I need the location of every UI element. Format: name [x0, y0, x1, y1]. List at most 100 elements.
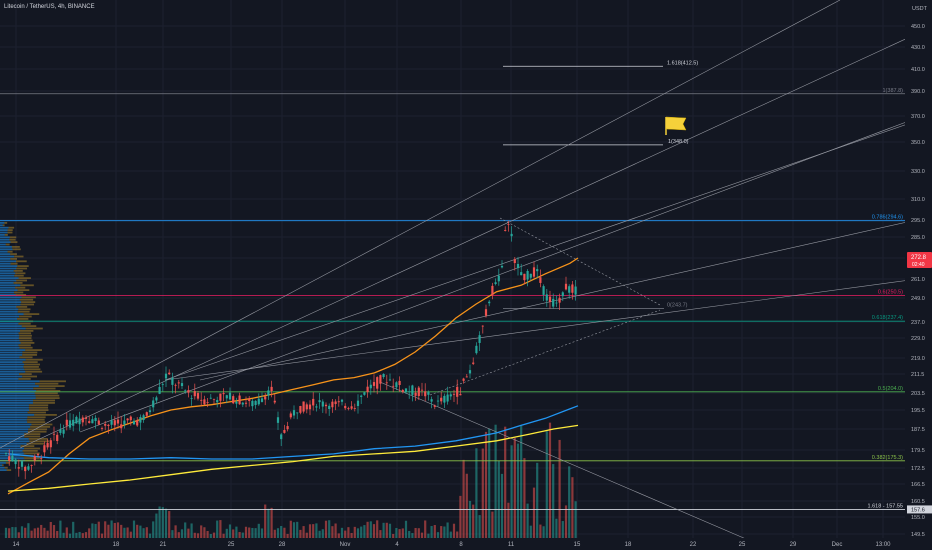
- moving-average-line: [7, 257, 579, 495]
- volume-bar: [488, 428, 491, 538]
- profile-bar: [0, 356, 20, 359]
- profile-bar: [0, 313, 24, 315]
- profile-bar: [0, 243, 6, 246]
- candle-body: [392, 385, 395, 387]
- profile-bar: [9, 238, 16, 241]
- profile-bar: [4, 466, 8, 469]
- candle-body: [196, 393, 200, 399]
- volume-bar: [273, 529, 276, 538]
- volume-bar: [30, 530, 33, 538]
- profile-bar: [32, 402, 55, 404]
- candle-body: [340, 399, 344, 402]
- profile-bar: [0, 265, 18, 267]
- profile-bar: [0, 332, 19, 335]
- profile-bar: [20, 303, 35, 306]
- candle-body: [216, 400, 219, 403]
- profile-bar: [0, 394, 36, 397]
- flag-icon[interactable]: [665, 116, 687, 135]
- profile-bar: [0, 426, 31, 428]
- volume-bar: [539, 524, 542, 538]
- price-axis[interactable]: USDT 450.0 430.0 410.0 390.0 370.0 350.0 330.0 3…: [905, 0, 932, 550]
- profile-bar: [13, 291, 24, 294]
- volume-bar: [363, 525, 366, 538]
- volume-bar: [142, 528, 145, 538]
- candle-body: [273, 400, 276, 403]
- profile-bar: [33, 387, 56, 390]
- profile-bar: [6, 469, 12, 471]
- candle-body: [219, 393, 222, 401]
- profile-bar: [24, 447, 41, 450]
- volume-bar: [129, 531, 132, 538]
- profile-bar: [0, 402, 33, 404]
- profile-bar: [20, 330, 34, 332]
- time-tick-label: 29: [790, 542, 797, 548]
- candle-body: [200, 399, 203, 401]
- candle-body: [427, 392, 430, 395]
- candle-body: [337, 401, 340, 403]
- candle-body: [203, 399, 206, 405]
- volume-bar: [110, 520, 113, 538]
- candle-body: [344, 405, 347, 409]
- profile-bar: [2, 464, 4, 467]
- volume-bar: [481, 448, 484, 538]
- price-tick-label: 219.0: [911, 356, 925, 362]
- volume-bar: [164, 508, 168, 538]
- profile-bar: [0, 452, 24, 455]
- time-tick-label: 18: [625, 542, 632, 548]
- time-tick-label: 21: [160, 542, 167, 548]
- candle-body: [571, 284, 574, 293]
- profile-bar: [0, 339, 20, 342]
- candle-body: [504, 230, 507, 231]
- volume-bar: [52, 525, 56, 538]
- candle-body: [296, 412, 299, 414]
- profile-bar: [0, 334, 20, 337]
- time-axis[interactable]: 14 18 21 25 28 Nov 4 8 11 15 18 22 25 29 Dec 13:00: [0, 538, 932, 550]
- candle-body: [360, 395, 363, 397]
- candle-body: [353, 408, 356, 409]
- profile-bar: [17, 265, 29, 267]
- candle-body: [366, 386, 369, 393]
- profile-bar: [16, 279, 28, 282]
- profile-bar: [19, 339, 33, 342]
- candle-body: [500, 265, 504, 268]
- profile-bar: [13, 270, 23, 272]
- volume-bar: [449, 531, 452, 538]
- moving-average-line: [7, 424, 579, 492]
- fib-level-label: 0.5(204.0): [878, 386, 903, 392]
- volume-bar: [356, 528, 360, 538]
- level-labels: 1.618(412.5) 1(387.8) 1(348.0) 0.786(294.6)…: [667, 60, 903, 509]
- candle-body: [43, 445, 46, 453]
- volume-bar: [209, 533, 212, 538]
- candle-body: [132, 420, 136, 425]
- profile-bar: [39, 380, 66, 383]
- last-price-badge: [907, 252, 932, 268]
- profile-bar: [13, 282, 23, 284]
- volume-bar: [289, 520, 292, 538]
- volume-bar: [177, 532, 180, 538]
- volume-bar: [264, 504, 267, 538]
- candle-body: [363, 392, 366, 395]
- candle-body: [238, 395, 241, 405]
- volume-bar: [8, 528, 11, 538]
- profile-bar: [27, 421, 46, 423]
- volume-bar: [500, 473, 504, 538]
- profile-bar: [0, 226, 9, 229]
- candle-body: [510, 233, 513, 237]
- profile-bar: [16, 267, 28, 270]
- price-tick-label: 330.0: [911, 169, 925, 175]
- candle-body: [539, 277, 542, 283]
- volume-profile: [0, 222, 66, 471]
- profile-bar: [38, 385, 65, 387]
- profile-bar: [26, 418, 45, 421]
- volume-bar: [571, 477, 574, 538]
- profile-bar: [0, 330, 21, 332]
- volume-bar: [462, 459, 465, 538]
- volume-bar: [152, 521, 155, 538]
- candle-body: [280, 434, 283, 440]
- countdown-label: 02:40: [912, 262, 925, 268]
- candle-body: [14, 459, 17, 465]
- profile-bar: [0, 392, 35, 395]
- profile-bar: [0, 354, 23, 356]
- candle-body: [529, 273, 532, 278]
